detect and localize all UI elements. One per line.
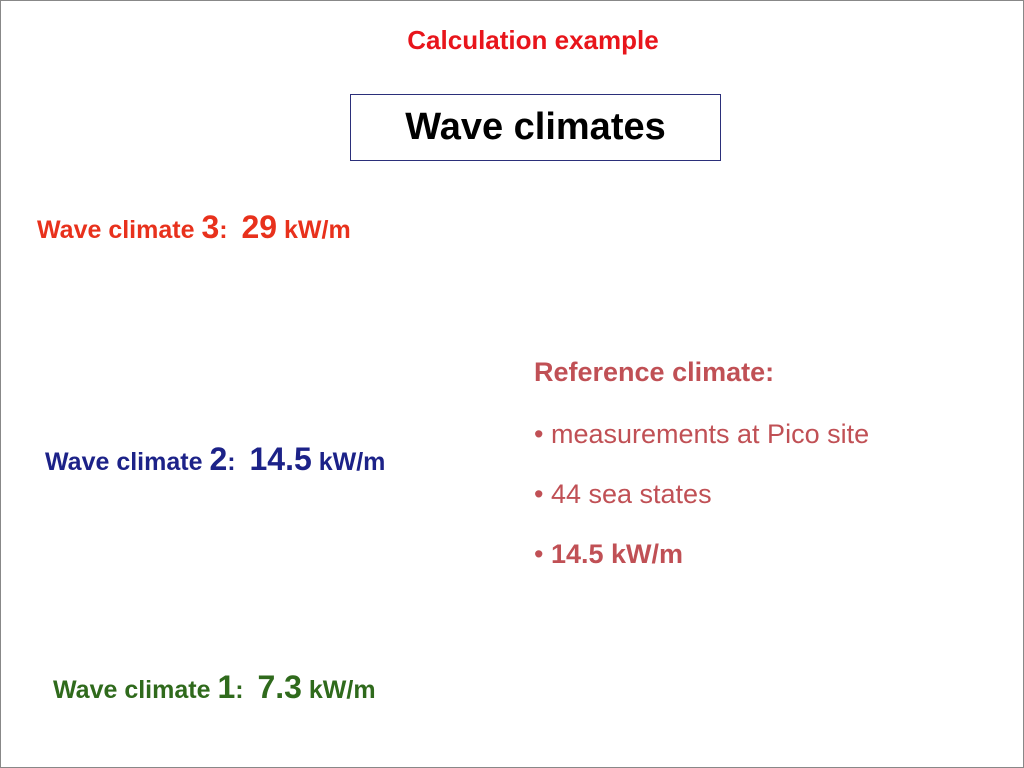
bullet: • xyxy=(534,419,544,449)
number: 2 xyxy=(209,441,228,477)
colon: : xyxy=(219,216,228,244)
colon: : xyxy=(235,676,244,704)
reference-item: • 14.5 kW/m xyxy=(534,539,683,570)
slide-title: Calculation example xyxy=(407,25,659,55)
boxed-title: Wave climates xyxy=(350,94,721,161)
item-text: 44 sea states xyxy=(550,479,712,509)
item-text: measurements at Pico site xyxy=(550,419,870,449)
value: 29 xyxy=(241,209,278,245)
reference-item: • measurements at Pico site xyxy=(534,419,869,450)
item-text: 14.5 kW/m xyxy=(550,539,684,569)
value: 14.5 xyxy=(249,441,312,477)
label: Wave climate xyxy=(45,448,203,476)
label: Wave climate xyxy=(53,676,211,704)
climate-line: Wave climate 3: 29 kW/m xyxy=(37,209,351,246)
bullet: • xyxy=(534,479,544,509)
climate-line: Wave climate 2: 14.5 kW/m xyxy=(45,441,385,478)
label: Wave climate xyxy=(37,216,195,244)
unit: kW/m xyxy=(308,676,376,704)
number: 3 xyxy=(201,209,220,245)
bullet: • xyxy=(534,539,544,569)
number: 1 xyxy=(217,669,236,705)
value: 7.3 xyxy=(257,669,302,705)
reference-item: • 44 sea states xyxy=(534,479,712,510)
unit: kW/m xyxy=(318,448,386,476)
reference-title: Reference climate: xyxy=(534,357,775,387)
climate-line: Wave climate 1: 7.3 kW/m xyxy=(53,669,376,706)
unit: kW/m xyxy=(284,216,351,244)
colon: : xyxy=(227,448,236,476)
